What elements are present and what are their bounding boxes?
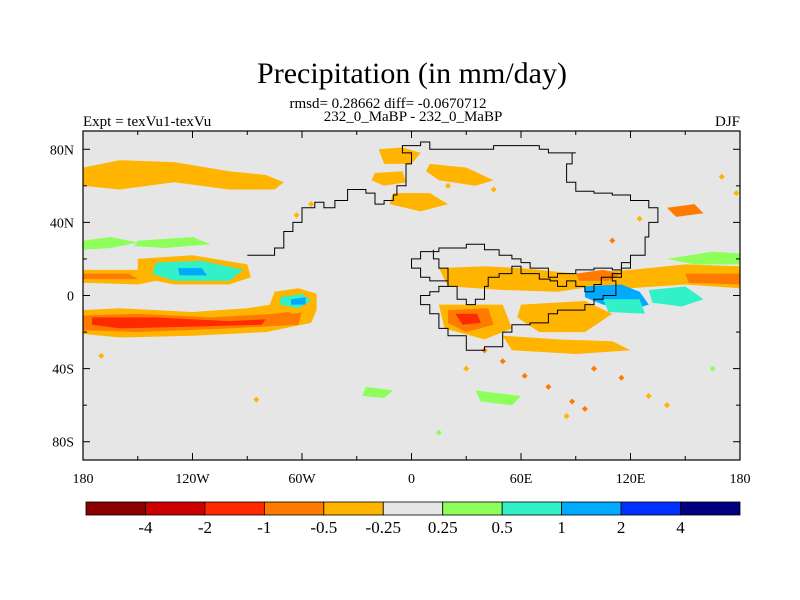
colorbar-label: -0.25 xyxy=(366,518,401,537)
x-tick-label: 120E xyxy=(616,472,646,487)
colorbar-label: -4 xyxy=(138,518,153,537)
contour-spot-20 xyxy=(709,365,716,372)
contour-region-32 xyxy=(362,386,394,398)
contour-region-5 xyxy=(83,273,138,280)
contour-region-23 xyxy=(517,301,613,333)
colorbar-box xyxy=(382,501,444,516)
colorbar-box xyxy=(263,501,325,516)
contour-spot-16 xyxy=(636,215,643,222)
contour-spot-4 xyxy=(569,398,576,405)
contour-region-26 xyxy=(455,313,481,325)
contour-spot-10 xyxy=(645,393,652,400)
x-tick-label: 120W xyxy=(175,472,210,487)
colorbar: -4 -2 -1 -0.5 -0.25 0.25 0.5 1 2 4 xyxy=(85,501,741,537)
chart-subtitle: 232_0_MaBP - 232_0_MaBP xyxy=(324,109,503,125)
contour-spot-1 xyxy=(499,358,506,365)
contour-spot-6 xyxy=(591,365,597,372)
contour-region-30 xyxy=(667,204,704,217)
contour-spot-17 xyxy=(718,173,725,180)
colorbar-box xyxy=(145,501,206,516)
contour-region-21 xyxy=(648,286,704,307)
contour-region-27 xyxy=(502,335,631,354)
colorbar-label: -0.5 xyxy=(310,518,337,537)
contour-region-15 xyxy=(426,163,494,186)
contour-region-19 xyxy=(685,273,740,285)
contour-region-13 xyxy=(291,297,306,305)
contour-spot-7 xyxy=(618,374,625,381)
contour-spot-13 xyxy=(98,352,105,359)
y-tick-label: 40N xyxy=(50,216,74,231)
contour-region-31 xyxy=(389,193,448,212)
contour-spot-2 xyxy=(521,372,528,379)
colorbar-label: -1 xyxy=(257,518,271,537)
experiment-label: Expt = texVu1-texVu xyxy=(83,114,212,130)
contour-spot-15 xyxy=(293,212,300,219)
x-tick-label: 180 xyxy=(730,472,751,487)
x-tick-label: 60E xyxy=(510,472,533,487)
contour-region-8 xyxy=(177,268,208,276)
contour-region-29 xyxy=(667,251,740,265)
contour-region-3 xyxy=(92,317,266,329)
coastline xyxy=(247,141,659,351)
contour-spot-9 xyxy=(463,365,470,372)
contour-spot-21 xyxy=(435,429,442,436)
x-tick-label: 60W xyxy=(288,472,316,487)
y-tick-label: 40S xyxy=(52,363,74,378)
x-axis: 180 120W 60W 0 60E 120E 180 xyxy=(73,131,751,487)
contour-region-10 xyxy=(134,237,211,248)
contour-spot-11 xyxy=(664,402,670,409)
contour-region-33 xyxy=(475,390,521,406)
contour-spot-18 xyxy=(733,190,740,197)
contour-spot-12 xyxy=(253,396,260,403)
contour-spot-5 xyxy=(581,405,588,412)
x-tick-label: 180 xyxy=(73,472,94,487)
colorbar-box xyxy=(620,501,681,516)
colorbar-box xyxy=(561,501,622,516)
contour-spot-22 xyxy=(490,186,497,193)
colorbar-label: 4 xyxy=(676,518,685,537)
contour-region-0 xyxy=(83,160,284,190)
colorbar-box xyxy=(501,501,563,516)
contour-region-16 xyxy=(371,171,406,186)
colorbar-label: 2 xyxy=(617,518,626,537)
colorbar-box xyxy=(442,501,503,516)
y-axis: 80N 40N 0 40S 80S xyxy=(50,143,740,451)
contour-spot-8 xyxy=(563,413,570,420)
contour-spot-19 xyxy=(609,237,616,244)
colorbar-box xyxy=(680,501,741,516)
contour-spot-3 xyxy=(545,383,552,390)
chart-title: Precipitation (in mm/day) xyxy=(257,57,567,90)
colorbar-label: 1 xyxy=(557,518,566,537)
season-label: DJF xyxy=(715,114,740,130)
y-tick-label: 80S xyxy=(52,436,74,451)
colorbar-box xyxy=(85,501,146,516)
continent-outlines xyxy=(247,141,659,351)
contour-region-14 xyxy=(378,147,421,164)
contour-spot-14 xyxy=(308,201,315,208)
contour-spot-23 xyxy=(445,182,451,189)
x-tick-label: 0 xyxy=(408,472,415,487)
contour-region-28 xyxy=(603,299,646,314)
colorbar-box xyxy=(323,501,384,516)
contour-region-9 xyxy=(83,237,138,250)
contour-region-18 xyxy=(575,269,622,281)
colorbar-box xyxy=(204,501,265,516)
precipitation-contours xyxy=(83,147,740,436)
stats-line: rmsd= 0.28662 diff= -0.0670712 xyxy=(289,96,486,112)
y-tick-label: 80N xyxy=(50,143,74,158)
colorbar-label: 0.5 xyxy=(492,518,513,537)
colorbar-label: 0.25 xyxy=(428,518,458,537)
colorbar-label: -2 xyxy=(198,518,212,537)
y-tick-label: 0 xyxy=(67,290,74,305)
